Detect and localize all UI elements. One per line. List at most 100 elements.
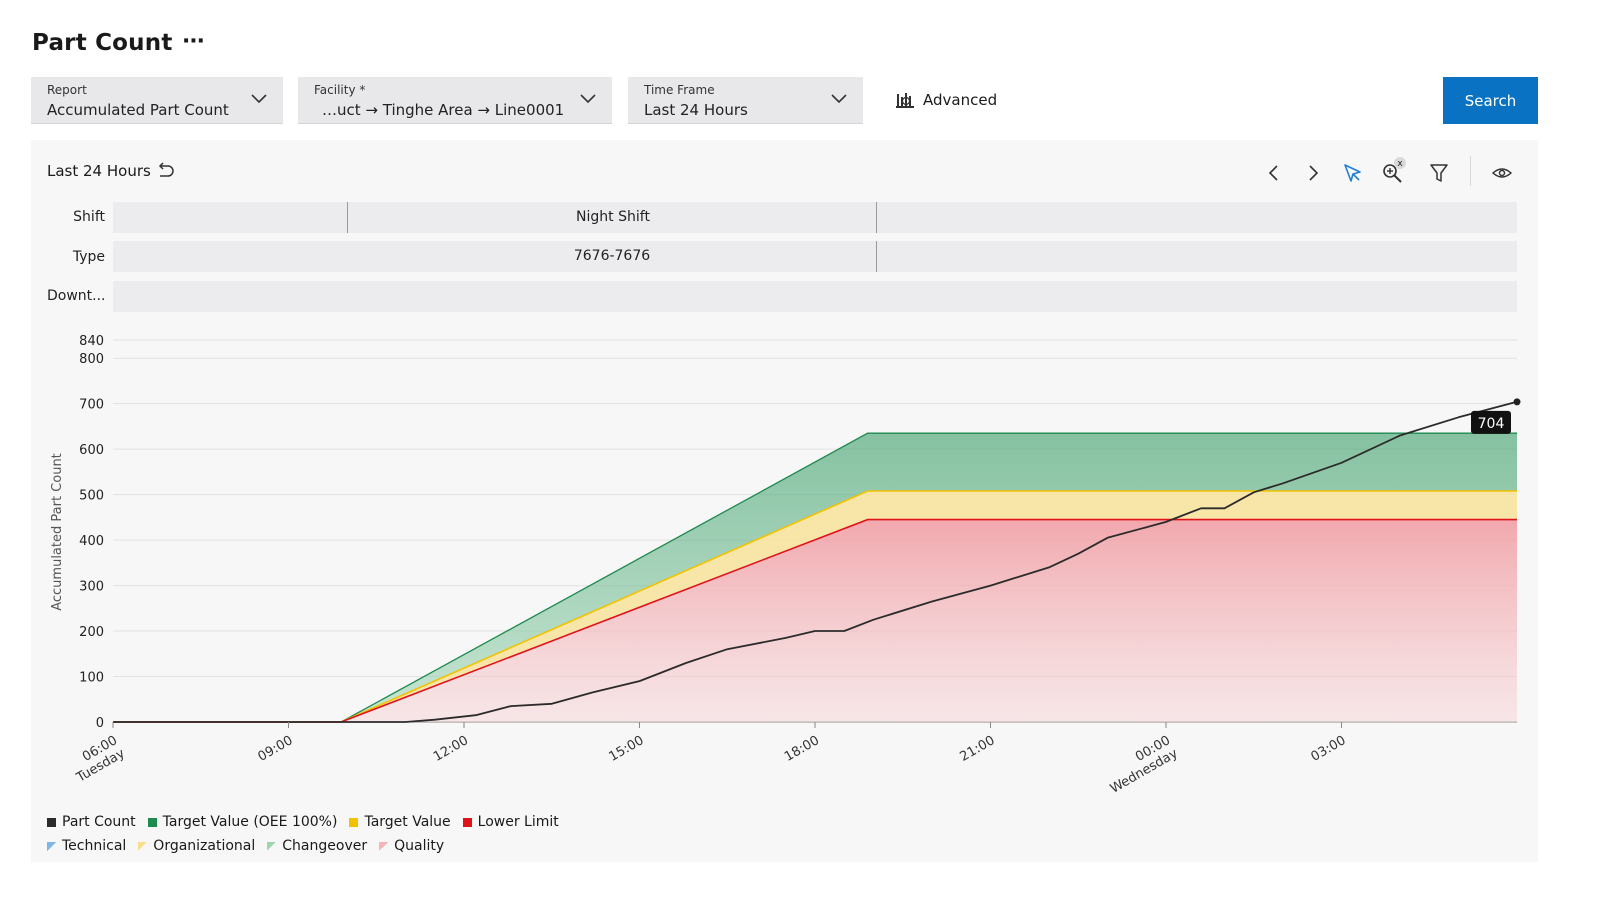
chevron-left-icon[interactable]: [1265, 162, 1283, 184]
type-lane: 7676-7676: [113, 241, 1517, 272]
target-band: [113, 491, 1517, 722]
legend-item[interactable]: Target Value (OEE 100%): [147, 814, 338, 830]
tooltip-box: [1471, 410, 1511, 434]
y-tick-label: 300: [79, 580, 104, 595]
legend-label: Technical: [62, 838, 127, 854]
undo-icon[interactable]: [155, 162, 175, 180]
downtime-lane: [113, 281, 1517, 312]
y-tick-label: 200: [79, 625, 104, 640]
legend-row-2: Technical Organizational Changeover Quality: [47, 838, 444, 854]
lane-divider: [876, 202, 877, 233]
part-count-endpoint: [1513, 398, 1521, 406]
y-tick-label: 500: [79, 489, 104, 504]
x-tick-label: 12:00: [431, 733, 471, 765]
x-tick-group: 15:00: [607, 733, 647, 765]
report-value: Accumulated Part Count: [47, 101, 229, 119]
eye-icon[interactable]: [1491, 162, 1513, 184]
x-tick-group: 21:00: [958, 733, 998, 765]
tooltip-value: 704: [1478, 416, 1505, 432]
legend-item[interactable]: Organizational: [138, 838, 255, 854]
page-title: Part Count ⋯: [32, 28, 206, 57]
facility-dropdown[interactable]: Facility * …uct → Tinghe Area → Line0001: [298, 77, 612, 124]
legend-swatch: [47, 841, 56, 851]
legend-swatch: [138, 841, 148, 851]
part-count-chart[interactable]: 0 100 200 300 400 500 600 700 800 840 06:00Tuesda…: [31, 320, 1538, 810]
legend-item[interactable]: Target Value: [349, 814, 451, 830]
y-tick-label: 600: [79, 443, 104, 458]
legend-label: Target Value: [364, 814, 451, 830]
legend-label: Quality: [394, 838, 445, 854]
y-tick-label: 700: [79, 398, 104, 413]
y-axis-title: Accumulated Part Count: [50, 453, 65, 611]
legend-item[interactable]: Lower Limit: [462, 814, 559, 830]
legend-label: Lower Limit: [477, 814, 559, 830]
timeframe-label: Time Frame: [644, 83, 715, 97]
pointer-select-icon[interactable]: [1342, 162, 1364, 184]
downtime-lane-label: Downt...: [47, 288, 106, 304]
filter-icon[interactable]: [1429, 162, 1449, 184]
report-dropdown[interactable]: Report Accumulated Part Count: [31, 77, 283, 124]
type-lane-label: Type: [72, 249, 105, 265]
x-tick-label: 09:00: [256, 733, 296, 765]
legend-item[interactable]: Changeover: [267, 838, 367, 854]
chevron-down-icon: [580, 94, 596, 104]
shift-segment[interactable]: Night Shift: [576, 209, 650, 225]
y-tick-label: 100: [79, 671, 104, 686]
legend-label: Part Count: [62, 814, 136, 830]
legend-label: Target Value (OEE 100%): [162, 814, 338, 830]
legend-item[interactable]: Quality: [379, 838, 444, 854]
advanced-button[interactable]: Advanced: [895, 91, 997, 109]
shift-lane: Night Shift: [113, 202, 1517, 233]
facility-value: …uct → Tinghe Area → Line0001: [322, 101, 565, 119]
y-tick-label: 400: [79, 534, 104, 549]
x-tick-label: 18:00: [782, 733, 822, 765]
y-tick-label: 0: [96, 716, 104, 731]
x-tick-group: 18:00: [782, 733, 822, 765]
chevron-right-icon[interactable]: [1304, 162, 1322, 184]
zoom-reset-icon[interactable]: x: [1380, 156, 1408, 184]
type-segment[interactable]: 7676-7676: [573, 248, 651, 264]
legend-swatch: [147, 817, 157, 827]
x-tick-group: 12:00: [431, 733, 471, 765]
y-axis: 0 100 200 300 400 500 600 700 800 840: [79, 334, 104, 731]
legend-label: Organizational: [153, 838, 256, 854]
chevron-down-icon: [831, 94, 847, 104]
chart-lines: [113, 398, 1521, 723]
legend-swatch: [47, 817, 56, 827]
search-button[interactable]: Search: [1443, 77, 1538, 124]
range-label: Last 24 Hours: [47, 162, 175, 180]
x-tick-label: 03:00: [1309, 733, 1349, 765]
legend-item[interactable]: Technical: [47, 838, 126, 854]
range-label-text: Last 24 Hours: [47, 162, 151, 180]
x-tick-group: 09:00: [256, 733, 296, 765]
legend-item[interactable]: Part Count: [47, 814, 136, 830]
page-title-text: Part Count: [32, 30, 173, 56]
x-tick-group: 03:00: [1309, 733, 1349, 765]
report-label: Report: [47, 83, 87, 97]
legend-row-1: Part Count Target Value (OEE 100%) Target …: [47, 814, 559, 830]
chevron-down-icon: [251, 94, 267, 104]
toolbar-divider: [1470, 156, 1471, 186]
timeframe-dropdown[interactable]: Time Frame Last 24 Hours: [628, 77, 863, 124]
x-tick-label: 21:00: [958, 733, 998, 765]
lane-divider: [347, 202, 348, 233]
facility-label: Facility *: [314, 83, 366, 97]
y-tick-label: 800: [79, 352, 104, 367]
value-tooltip: 704: [1471, 410, 1511, 434]
timeframe-value: Last 24 Hours: [644, 101, 748, 119]
more-options-icon[interactable]: ⋯: [182, 28, 206, 54]
y-tick-label: 840: [79, 334, 104, 349]
part-count-line: [113, 400, 1518, 723]
legend-label: Changeover: [282, 838, 368, 854]
legend-swatch: [462, 817, 472, 827]
legend-swatch: [379, 841, 389, 851]
svg-text:x: x: [1397, 159, 1403, 169]
advanced-label: Advanced: [923, 91, 998, 109]
x-tick-label: 15:00: [607, 733, 647, 765]
advanced-filter-icon: [896, 93, 914, 108]
lane-divider: [876, 241, 877, 272]
chart-areas: [113, 433, 1517, 722]
